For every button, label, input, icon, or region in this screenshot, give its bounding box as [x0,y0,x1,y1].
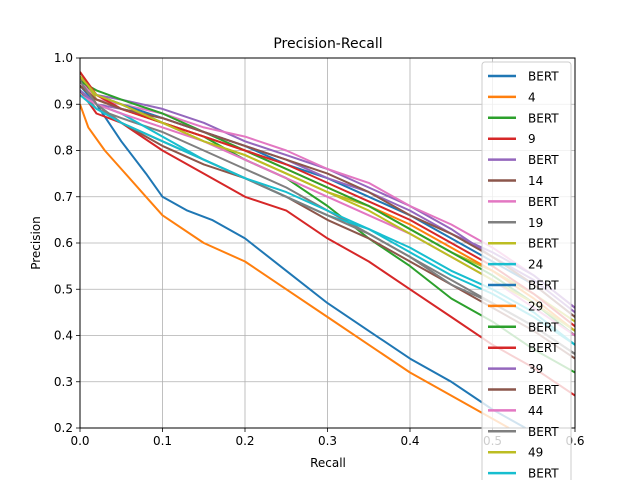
legend-label: BERT [528,195,559,209]
y-tick-label: 0.2 [54,421,73,435]
legend-label: 4 [528,90,536,104]
legend: BERT 4 BERT 9 BERT 14 BERT 19 BERT 24 BERT 29 BERT BE… [481,61,572,480]
legend-label: BERT [528,383,559,397]
legend-label: 19 [528,216,543,230]
y-tick-label: 1.0 [54,51,73,65]
legend-label: BERT [528,237,559,251]
legend-label: 9 [528,132,536,146]
legend-label: BERT [528,111,559,125]
legend-label: 49 [528,446,543,460]
chart-title: Precision-Recall [273,36,382,52]
legend-label: 39 [528,362,543,376]
legend-label: BERT [528,70,559,84]
x-tick-label: 0.1 [153,434,172,448]
legend-label: BERT [528,467,559,480]
x-tick-label: 0.3 [318,434,337,448]
series-line [80,103,510,428]
y-tick-label: 0.3 [54,375,73,389]
legend-label: 24 [528,258,543,272]
legend-label: 29 [528,299,543,313]
x-axis-label: Recall [310,456,346,470]
legend-label: BERT [528,425,559,439]
y-tick-label: 0.8 [54,144,73,158]
y-tick-label: 0.7 [54,190,73,204]
y-tick-label: 0.4 [54,329,73,343]
legend-label: BERT [528,341,559,355]
x-tick-label: 0.0 [70,434,89,448]
legend-label: BERT [528,153,559,167]
series-line [80,85,526,428]
y-tick-label: 0.5 [54,282,73,296]
legend-label: BERT [528,320,559,334]
x-tick-label: 0.2 [235,434,254,448]
legend-box [481,61,572,480]
y-tick-label: 0.9 [54,97,73,111]
y-tick-label: 0.6 [54,236,73,250]
legend-label: BERT [528,279,559,293]
legend-label: 14 [528,174,543,188]
y-axis-label: Precision [29,216,43,270]
x-tick-label: 0.4 [400,434,419,448]
legend-label: 44 [528,404,543,418]
